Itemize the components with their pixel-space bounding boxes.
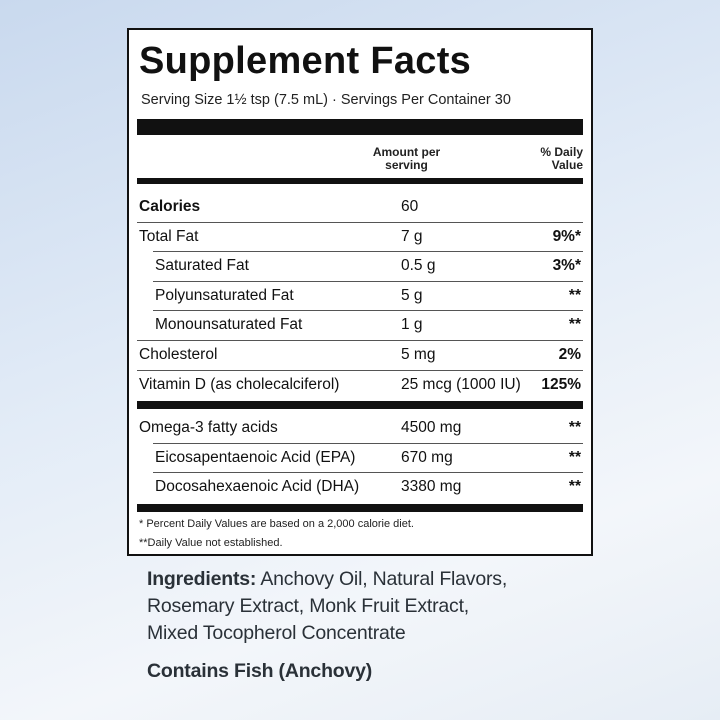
serving-info: Serving Size 1½ tsp (7.5 mL) · Servings … <box>141 92 511 108</box>
row-separator <box>137 339 583 341</box>
supplement-facts-panel: Supplement Facts Serving Size 1½ tsp (7.… <box>127 28 593 556</box>
amount: 4500 mg <box>401 419 462 437</box>
nutrient-name: Total Fat <box>139 227 199 245</box>
ingredients-line: Rosemary Extract, Monk Fruit Extract, <box>147 595 470 617</box>
nutrient-name: Monounsaturated Fat <box>155 316 303 334</box>
daily-value: 9%* <box>552 227 581 245</box>
divider-bar <box>137 178 583 184</box>
facts-row: Calories 60 <box>137 192 583 222</box>
daily-value: ** <box>568 286 581 304</box>
nutrient-name: Eicosapentaenoic Acid (EPA) <box>155 448 356 466</box>
allergen-statement: Contains Fish (Anchovy) <box>147 660 373 682</box>
footnote: **Daily Value not established. <box>139 537 283 549</box>
nutrient-name: Vitamin D (as cholecalciferol) <box>139 375 340 393</box>
amount: 0.5 g <box>401 257 436 275</box>
daily-value: 3%* <box>552 257 581 275</box>
footnote: * Percent Daily Values are based on a 2,… <box>139 518 414 530</box>
facts-rows: Calories 60 Total Fat 7 g 9%* Saturated Fat 0.… <box>137 192 583 516</box>
amount: 5 g <box>401 286 423 304</box>
title: Supplement Facts <box>139 40 472 82</box>
facts-row: Polyunsaturated Fat 5 g ** <box>137 280 583 311</box>
facts-row: Total Fat 7 g 9%* <box>137 221 583 252</box>
row-separator <box>153 251 583 253</box>
ingredients-line: Mixed Tocopherol Concentrate <box>147 622 406 644</box>
row-separator <box>137 369 583 371</box>
row-separator <box>153 310 583 312</box>
nutrient-name: Cholesterol <box>139 345 218 363</box>
ingredients-text: Anchovy Oil, Natural Flavors, <box>260 568 508 590</box>
nutrient-name: Omega-3 fatty acids <box>139 419 278 437</box>
facts-row: Cholesterol 5 mg 2% <box>137 339 583 370</box>
column-header: % Daily Value <box>540 145 583 172</box>
ingredients-line: Ingredients: Anchovy Oil, Natural Flavor… <box>147 568 507 591</box>
daily-value: ** <box>568 448 581 466</box>
facts-row: Saturated Fat 0.5 g 3%* <box>137 251 583 281</box>
facts-row: Eicosapentaenoic Acid (EPA) 670 mg ** <box>137 442 583 473</box>
facts-row: Vitamin D (as cholecalciferol) 25 mcg (10… <box>137 369 583 400</box>
row-separator <box>153 442 583 444</box>
daily-value: ** <box>568 478 581 496</box>
daily-value: 125% <box>541 375 581 393</box>
amount: 60 <box>401 198 419 215</box>
row-separator <box>153 280 583 282</box>
amount: 670 mg <box>401 448 453 466</box>
divider-bar <box>137 401 583 410</box>
row-separator <box>153 472 583 474</box>
amount: 7 g <box>401 227 423 245</box>
nutrient-name: Polyunsaturated Fat <box>155 286 294 304</box>
daily-value: 2% <box>558 345 581 363</box>
row-separator <box>137 221 583 223</box>
amount: 25 mcg (1000 IU) <box>401 375 521 393</box>
facts-row: Docosahexaenoic Acid (DHA) 3380 mg ** <box>137 472 583 502</box>
divider-bar <box>137 503 583 512</box>
facts-row: Monounsaturated Fat 1 g ** <box>137 310 583 340</box>
divider-bar <box>137 119 583 135</box>
amount: 5 mg <box>401 345 436 363</box>
amount: 3380 mg <box>401 478 462 496</box>
amount: 1 g <box>401 316 423 334</box>
nutrient-name: Calories <box>139 198 201 215</box>
facts-row: Omega-3 fatty acids 4500 mg ** <box>137 413 583 443</box>
ingredients-label: Ingredients: <box>147 568 257 590</box>
daily-value: ** <box>568 419 581 437</box>
nutrient-name: Saturated Fat <box>155 257 249 275</box>
nutrient-name: Docosahexaenoic Acid (DHA) <box>155 478 360 496</box>
daily-value: ** <box>568 316 581 334</box>
column-header: Amount per serving <box>372 145 441 172</box>
